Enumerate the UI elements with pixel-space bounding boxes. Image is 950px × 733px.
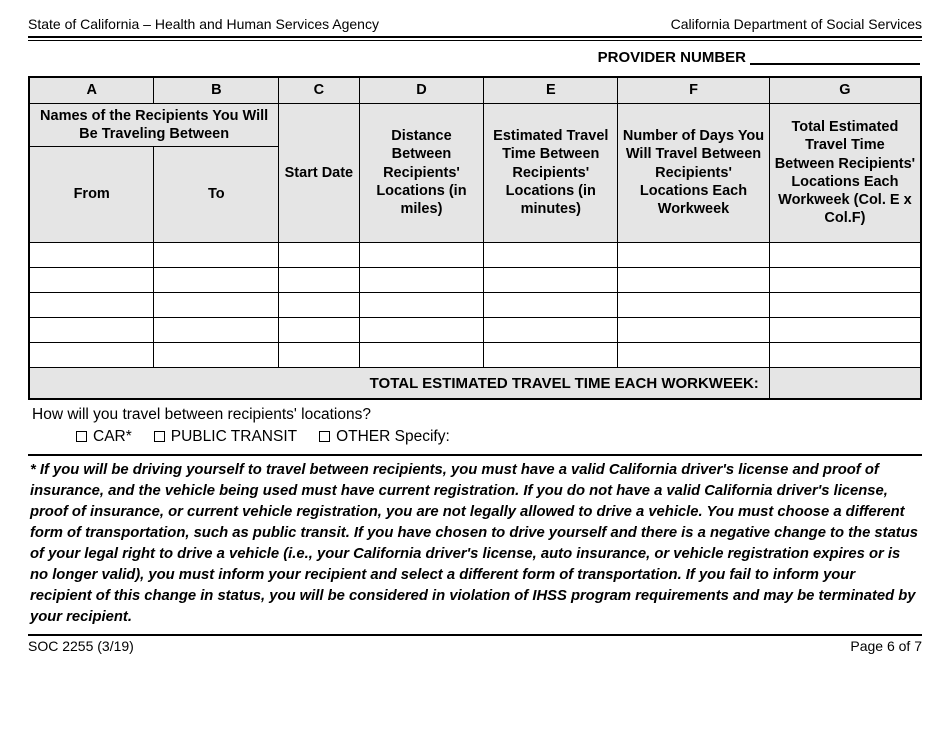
- cell-to[interactable]: [154, 342, 279, 367]
- cell-total[interactable]: [769, 267, 921, 292]
- option-transit[interactable]: PUBLIC TRANSIT: [154, 428, 297, 446]
- cell-start[interactable]: [279, 242, 359, 267]
- cell-start[interactable]: [279, 342, 359, 367]
- travel-method-options: CAR* PUBLIC TRANSIT OTHER Specify:: [28, 426, 922, 452]
- cell-from[interactable]: [29, 242, 154, 267]
- travel-method-question: How will you travel between recipients' …: [28, 400, 922, 426]
- driving-note: * If you will be driving yourself to tra…: [28, 460, 922, 632]
- table-row: [29, 292, 921, 317]
- agency-right: California Department of Social Services: [671, 16, 922, 32]
- form-id: SOC 2255 (3/19): [28, 638, 134, 654]
- cell-days[interactable]: [618, 292, 770, 317]
- checkbox-icon[interactable]: [76, 431, 87, 442]
- rule-top-thick: [28, 36, 922, 38]
- table-row: [29, 317, 921, 342]
- cell-to[interactable]: [154, 317, 279, 342]
- provider-number-label: PROVIDER NUMBER: [598, 49, 746, 66]
- cell-days[interactable]: [618, 267, 770, 292]
- travel-table: A B C D E F G Names of the Recipients Yo…: [28, 76, 922, 400]
- cell-from[interactable]: [29, 292, 154, 317]
- names-header: Names of the Recipients You Will Be Trav…: [29, 103, 279, 146]
- cell-dist[interactable]: [359, 292, 484, 317]
- option-other-label: OTHER Specify:: [336, 428, 450, 445]
- table-row: [29, 267, 921, 292]
- rule-mid: [28, 454, 922, 456]
- page-header: State of California – Health and Human S…: [28, 16, 922, 36]
- page-footer: SOC 2255 (3/19) Page 6 of 7: [28, 636, 922, 654]
- option-car[interactable]: CAR*: [76, 428, 132, 446]
- days-header: Number of Days You Will Travel Between R…: [618, 103, 770, 242]
- total-header: Total Estimated Travel Time Between Reci…: [769, 103, 921, 242]
- cell-time[interactable]: [484, 242, 618, 267]
- total-label: TOTAL ESTIMATED TRAVEL TIME EACH WORKWEE…: [29, 367, 769, 399]
- col-letter: F: [618, 77, 770, 103]
- cell-time[interactable]: [484, 317, 618, 342]
- cell-total[interactable]: [769, 317, 921, 342]
- header-names-row: Names of the Recipients You Will Be Trav…: [29, 103, 921, 146]
- cell-start[interactable]: [279, 292, 359, 317]
- from-header: From: [29, 146, 154, 242]
- page-number: Page 6 of 7: [850, 638, 922, 654]
- cell-from[interactable]: [29, 342, 154, 367]
- option-transit-label: PUBLIC TRANSIT: [171, 428, 297, 445]
- table-row: [29, 242, 921, 267]
- table-row: [29, 342, 921, 367]
- cell-to[interactable]: [154, 292, 279, 317]
- cell-days[interactable]: [618, 242, 770, 267]
- col-letter: A: [29, 77, 154, 103]
- to-header: To: [154, 146, 279, 242]
- cell-dist[interactable]: [359, 342, 484, 367]
- option-other[interactable]: OTHER Specify:: [319, 428, 450, 446]
- cell-time[interactable]: [484, 292, 618, 317]
- cell-start[interactable]: [279, 317, 359, 342]
- cell-to[interactable]: [154, 242, 279, 267]
- col-letter: G: [769, 77, 921, 103]
- col-letter: D: [359, 77, 484, 103]
- cell-days[interactable]: [618, 317, 770, 342]
- cell-from[interactable]: [29, 317, 154, 342]
- cell-time[interactable]: [484, 267, 618, 292]
- cell-dist[interactable]: [359, 242, 484, 267]
- provider-number-row: PROVIDER NUMBER: [28, 41, 922, 76]
- checkbox-icon[interactable]: [319, 431, 330, 442]
- column-letters-row: A B C D E F G: [29, 77, 921, 103]
- cell-time[interactable]: [484, 342, 618, 367]
- cell-total[interactable]: [769, 292, 921, 317]
- start-date-header: Start Date: [279, 103, 359, 242]
- cell-to[interactable]: [154, 267, 279, 292]
- total-row: TOTAL ESTIMATED TRAVEL TIME EACH WORKWEE…: [29, 367, 921, 399]
- col-letter: C: [279, 77, 359, 103]
- checkbox-icon[interactable]: [154, 431, 165, 442]
- col-letter: B: [154, 77, 279, 103]
- cell-dist[interactable]: [359, 317, 484, 342]
- provider-number-field[interactable]: [750, 49, 920, 65]
- cell-dist[interactable]: [359, 267, 484, 292]
- col-letter: E: [484, 77, 618, 103]
- agency-left: State of California – Health and Human S…: [28, 16, 379, 32]
- cell-total[interactable]: [769, 242, 921, 267]
- option-car-label: CAR*: [93, 428, 132, 445]
- est-time-header: Estimated Travel Time Between Recipients…: [484, 103, 618, 242]
- distance-header: Distance Between Recipients' Locations (…: [359, 103, 484, 242]
- cell-start[interactable]: [279, 267, 359, 292]
- cell-from[interactable]: [29, 267, 154, 292]
- total-value[interactable]: [769, 367, 921, 399]
- cell-total[interactable]: [769, 342, 921, 367]
- cell-days[interactable]: [618, 342, 770, 367]
